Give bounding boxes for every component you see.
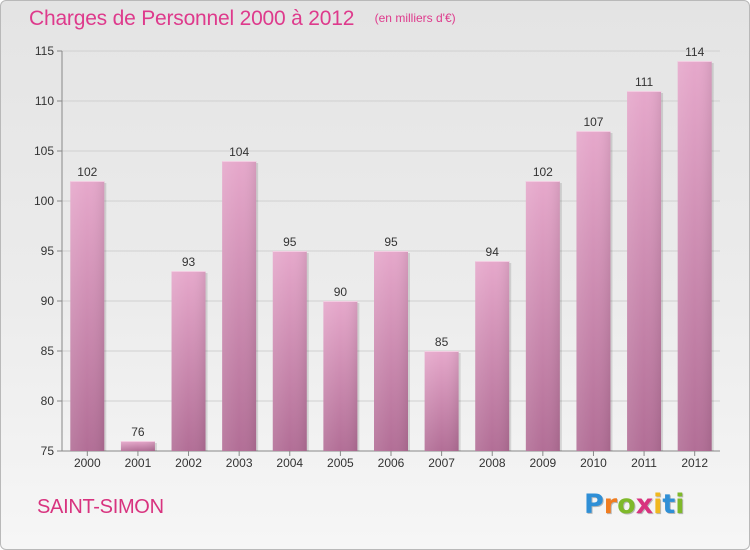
labels: 75 80 85 90 95 100 105 110 115 102 2000 76 2001 93 200…: [34, 44, 708, 470]
bar-value-label: 95: [384, 235, 398, 249]
y-tick-label: 115: [35, 44, 54, 58]
bar-value-label: 90: [334, 285, 348, 299]
x-tick-label: 2007: [428, 456, 455, 470]
bar-sheen: [374, 251, 408, 451]
bar-value-label: 104: [229, 145, 249, 159]
y-tick-label: 110: [35, 94, 54, 108]
x-tick-label: 2003: [226, 456, 253, 470]
bar-value-label: 85: [435, 335, 449, 349]
x-tick-label: 2002: [175, 456, 202, 470]
logo-letter: x: [635, 489, 654, 520]
bar-sheen: [171, 271, 206, 451]
x-tick-label: 2008: [479, 456, 506, 470]
bar-sheen: [120, 441, 155, 451]
bar-value-label: 95: [283, 235, 297, 249]
bar-sheen: [525, 181, 560, 451]
logo-letter: i: [653, 489, 663, 520]
chart-subtitle: (en milliers d'€): [374, 11, 456, 25]
proxiti-logo: Proxiti: [584, 489, 685, 520]
x-tick-label: 2005: [327, 456, 354, 470]
bar-value-label: 94: [486, 245, 500, 259]
x-tick-label: 2000: [74, 456, 101, 470]
y-tick-label: 90: [41, 294, 55, 308]
bar-sheen: [627, 91, 662, 451]
bars: [70, 61, 714, 451]
logo-letter: t: [662, 489, 676, 520]
logo-letter: i: [675, 489, 685, 520]
y-tick-label: 75: [41, 444, 55, 458]
bar-sheen: [222, 161, 257, 451]
bar-sheen: [323, 301, 358, 451]
bar-value-label: 114: [685, 45, 704, 59]
x-tick-label: 2004: [276, 456, 303, 470]
x-tick-label: 2009: [529, 456, 556, 470]
bar-sheen: [475, 261, 510, 451]
bar-value-label: 107: [583, 115, 603, 129]
bar-sheen: [424, 351, 459, 451]
y-tick-label: 85: [41, 344, 55, 358]
logo-letter: r: [603, 489, 618, 520]
y-tick-label: 100: [34, 194, 54, 208]
bar-sheen: [677, 61, 712, 451]
x-tick-label: 2006: [378, 456, 405, 470]
logo-letter: o: [617, 489, 636, 520]
bar-value-label: 93: [182, 255, 196, 269]
bar-sheen: [70, 181, 105, 451]
commune-name: SAINT-SIMON: [37, 496, 164, 518]
x-tick-label: 2012: [681, 456, 708, 470]
x-tick-label: 2001: [125, 456, 152, 470]
bar-value-label: 76: [131, 425, 145, 439]
y-tick-label: 105: [34, 144, 54, 158]
x-tick-label: 2010: [580, 456, 607, 470]
bar-sheen: [576, 131, 611, 451]
logo-letter: P: [584, 489, 604, 520]
chart-title: Charges de Personnel 2000 à 2012: [29, 7, 355, 30]
bar-sheen: [272, 251, 307, 451]
y-tick-label: 95: [41, 244, 55, 258]
bar-value-label: 102: [77, 165, 97, 179]
x-tick-label: 2011: [631, 456, 657, 470]
bar-value-label: 102: [533, 165, 553, 179]
y-tick-label: 80: [41, 394, 55, 408]
bar-value-label: 111: [635, 75, 654, 89]
title-row: Charges de Personnel 2000 à 2012 (en mil…: [29, 7, 456, 31]
